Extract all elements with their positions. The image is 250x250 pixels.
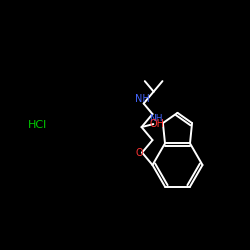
Text: O: O — [135, 148, 143, 158]
Text: OH: OH — [150, 119, 164, 129]
Text: NH: NH — [135, 94, 150, 104]
Text: NH: NH — [149, 114, 163, 123]
Text: HCl: HCl — [28, 120, 47, 130]
